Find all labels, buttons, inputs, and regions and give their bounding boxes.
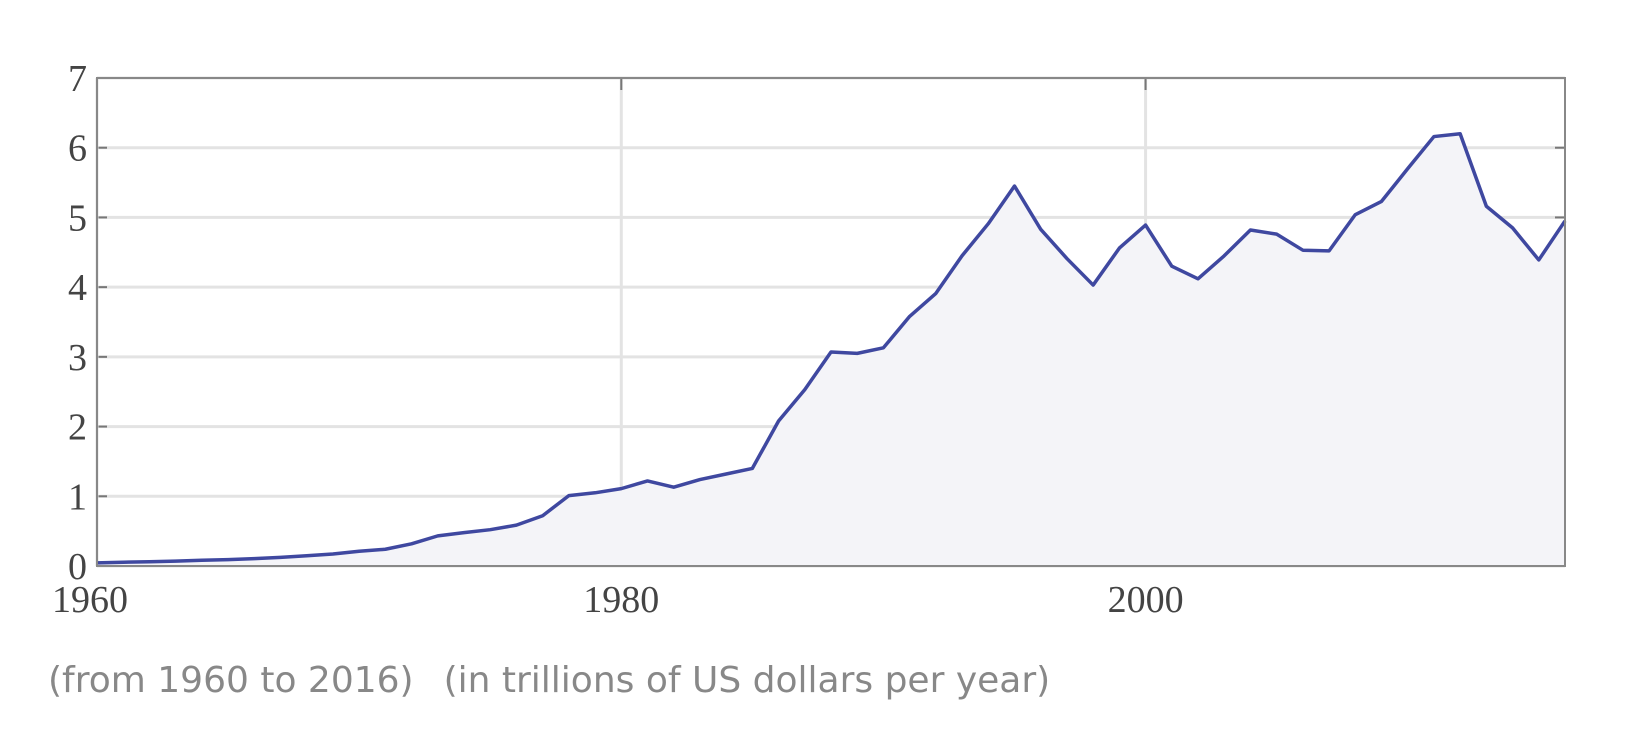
y-tick-label: 1 <box>68 476 87 518</box>
y-tick-label: 0 <box>68 546 87 588</box>
caption-range: (from 1960 to 2016) <box>48 660 414 701</box>
line <box>96 132 1567 565</box>
plot-frame <box>96 77 1566 567</box>
x-tick-label: 1980 <box>583 579 659 621</box>
y-tick-label: 5 <box>68 197 87 239</box>
y-tick-label: 2 <box>68 407 87 449</box>
y-tick-label: 7 <box>68 58 87 100</box>
x-tick-label: 1960 <box>52 579 128 621</box>
y-tick-label: 4 <box>68 267 87 309</box>
plot-area: 0 1 2 3 4 5 6 7 1960 1980 2000 <box>52 58 1567 621</box>
caption-units: (in trillions of US dollars per year) <box>444 660 1051 701</box>
y-tick-label: 6 <box>68 128 87 170</box>
caption: (from 1960 to 2016) (in trillions of US d… <box>48 660 1050 701</box>
x-tick-label: 2000 <box>1108 579 1184 621</box>
y-tick-label: 3 <box>68 337 87 379</box>
area <box>97 133 1565 566</box>
